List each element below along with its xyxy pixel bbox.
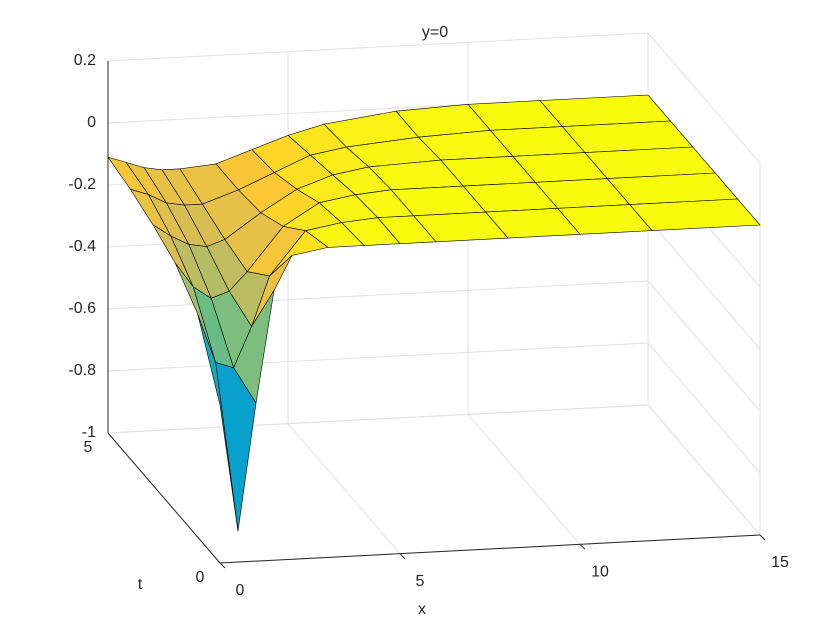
z-tick-label: -0.2 [68,176,96,193]
grid-line [107,342,649,372]
surface-patch [197,313,239,532]
z-tick-label: -0.6 [68,300,96,317]
chart-title: y=0 [422,24,448,41]
x-tick-label: 10 [591,564,609,581]
axis-line [219,534,761,564]
z-tick-label: -1 [82,424,96,441]
t-axis-label: t [138,576,143,593]
y-tick-label: 0 [196,569,205,586]
x-axis-label: x [418,601,426,618]
axis-line [107,432,221,564]
x-tick-label: 0 [236,582,245,599]
grid-line [287,423,401,554]
surface-patch [628,198,761,231]
grid-line [467,414,581,545]
z-tick-label: -0.8 [68,362,96,379]
grid-line [647,32,761,164]
x-tick-label: 15 [771,554,789,571]
grid-line [647,404,761,536]
grid-line [107,404,649,434]
tick-mark [399,553,406,560]
grid-line [647,280,761,412]
tick-mark [579,543,586,550]
x-tick-label: 5 [416,573,425,590]
z-tick-label: 0 [87,114,96,131]
y-tick-label: 5 [84,439,93,456]
grid-line [647,218,761,350]
grid-line [107,32,649,62]
z-tick-label: -0.4 [68,238,96,255]
tick-mark [219,562,226,569]
grid-line [647,342,761,474]
z-tick-label: 0.2 [74,52,96,69]
tick-mark [759,534,766,541]
